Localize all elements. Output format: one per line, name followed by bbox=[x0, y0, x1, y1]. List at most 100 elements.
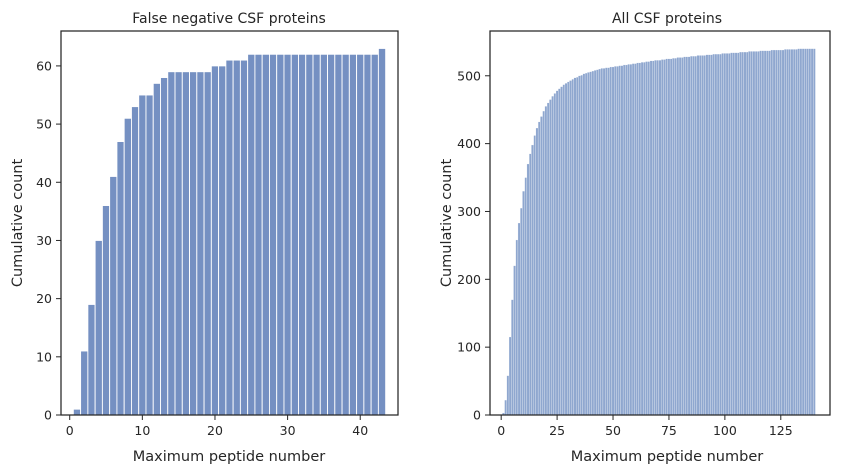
bar bbox=[788, 49, 791, 416]
bar bbox=[522, 190, 525, 416]
bar bbox=[770, 49, 774, 416]
bar bbox=[254, 53, 263, 416]
bar bbox=[732, 52, 736, 416]
bar bbox=[529, 153, 532, 416]
x-tick-label: 100 bbox=[713, 423, 737, 438]
bar bbox=[721, 53, 724, 416]
bar bbox=[546, 102, 550, 416]
bar bbox=[218, 65, 227, 416]
bar bbox=[540, 116, 543, 416]
y-axis-label: Cumulative count bbox=[10, 159, 26, 288]
bar bbox=[558, 88, 561, 416]
bar bbox=[605, 67, 608, 416]
bar bbox=[768, 50, 771, 416]
bar bbox=[730, 52, 733, 416]
bar bbox=[239, 59, 249, 416]
bar bbox=[703, 55, 706, 416]
bar bbox=[268, 53, 278, 416]
bar bbox=[567, 81, 570, 416]
bar bbox=[690, 55, 693, 416]
bar bbox=[658, 60, 662, 416]
bar bbox=[676, 57, 680, 416]
bar bbox=[160, 77, 169, 416]
bar bbox=[87, 304, 96, 416]
bar bbox=[701, 55, 704, 416]
plot-area bbox=[60, 30, 399, 416]
bar bbox=[101, 205, 111, 416]
bar bbox=[645, 61, 648, 416]
x-axis-ticks: 0 10 20 30 40 bbox=[66, 415, 368, 438]
bar bbox=[786, 49, 789, 416]
bar bbox=[813, 48, 816, 416]
bar bbox=[775, 49, 778, 416]
bar bbox=[575, 77, 579, 416]
bar bbox=[728, 53, 731, 416]
bar bbox=[761, 50, 765, 416]
bar bbox=[531, 144, 534, 416]
plot-area bbox=[489, 30, 831, 416]
bar bbox=[652, 60, 655, 416]
bar bbox=[743, 51, 747, 416]
bar bbox=[705, 54, 709, 416]
bar bbox=[737, 52, 740, 416]
bar bbox=[319, 53, 328, 416]
bar bbox=[181, 71, 191, 416]
bar bbox=[792, 49, 796, 416]
bar bbox=[631, 63, 635, 416]
y-tick-label: 60 bbox=[36, 58, 52, 73]
bar bbox=[520, 207, 523, 416]
y-tick-label: 500 bbox=[457, 68, 481, 83]
axes-frame bbox=[60, 30, 399, 416]
bar bbox=[167, 71, 176, 416]
bar bbox=[247, 53, 256, 416]
bar bbox=[734, 52, 738, 416]
bar bbox=[772, 49, 776, 416]
bar bbox=[625, 64, 628, 416]
bar bbox=[513, 265, 516, 416]
bar bbox=[643, 62, 646, 416]
axes-frame bbox=[489, 30, 831, 416]
y-tick-label: 200 bbox=[457, 272, 481, 287]
bar bbox=[116, 141, 125, 416]
bar bbox=[80, 350, 89, 416]
bar bbox=[537, 121, 541, 416]
bar bbox=[526, 163, 530, 416]
x-axis-label: Maximum peptide number bbox=[571, 449, 763, 465]
bar bbox=[109, 176, 118, 416]
bar bbox=[189, 71, 198, 416]
bar bbox=[261, 53, 270, 416]
bar bbox=[152, 82, 161, 416]
bar bbox=[634, 63, 637, 416]
bar bbox=[707, 54, 711, 416]
y-axis-label: Cumulative count bbox=[439, 159, 455, 288]
bar bbox=[508, 336, 512, 416]
bar bbox=[629, 64, 633, 416]
bar bbox=[348, 53, 358, 416]
bar bbox=[174, 71, 183, 416]
bar bbox=[363, 53, 372, 416]
bar bbox=[504, 399, 507, 416]
x-tick-label: 50 bbox=[605, 423, 621, 438]
x-tick-label: 75 bbox=[661, 423, 677, 438]
bar bbox=[616, 66, 619, 416]
y-tick-label: 20 bbox=[36, 291, 52, 306]
bar bbox=[799, 48, 803, 416]
bar bbox=[781, 49, 785, 416]
bar bbox=[654, 60, 657, 416]
bar bbox=[225, 59, 234, 416]
y-axis-ticks: 0 10 20 30 40 50 60 bbox=[36, 58, 61, 423]
bar bbox=[571, 79, 575, 416]
y-tick-label: 10 bbox=[36, 349, 52, 364]
bar bbox=[696, 55, 700, 416]
bar bbox=[712, 53, 715, 416]
bar bbox=[582, 73, 586, 416]
bar bbox=[123, 117, 132, 416]
bar bbox=[611, 66, 615, 416]
bar bbox=[660, 59, 664, 416]
bar bbox=[517, 222, 521, 416]
bar bbox=[810, 48, 814, 416]
bar bbox=[370, 53, 379, 416]
bar bbox=[681, 57, 684, 416]
bar bbox=[210, 65, 220, 416]
